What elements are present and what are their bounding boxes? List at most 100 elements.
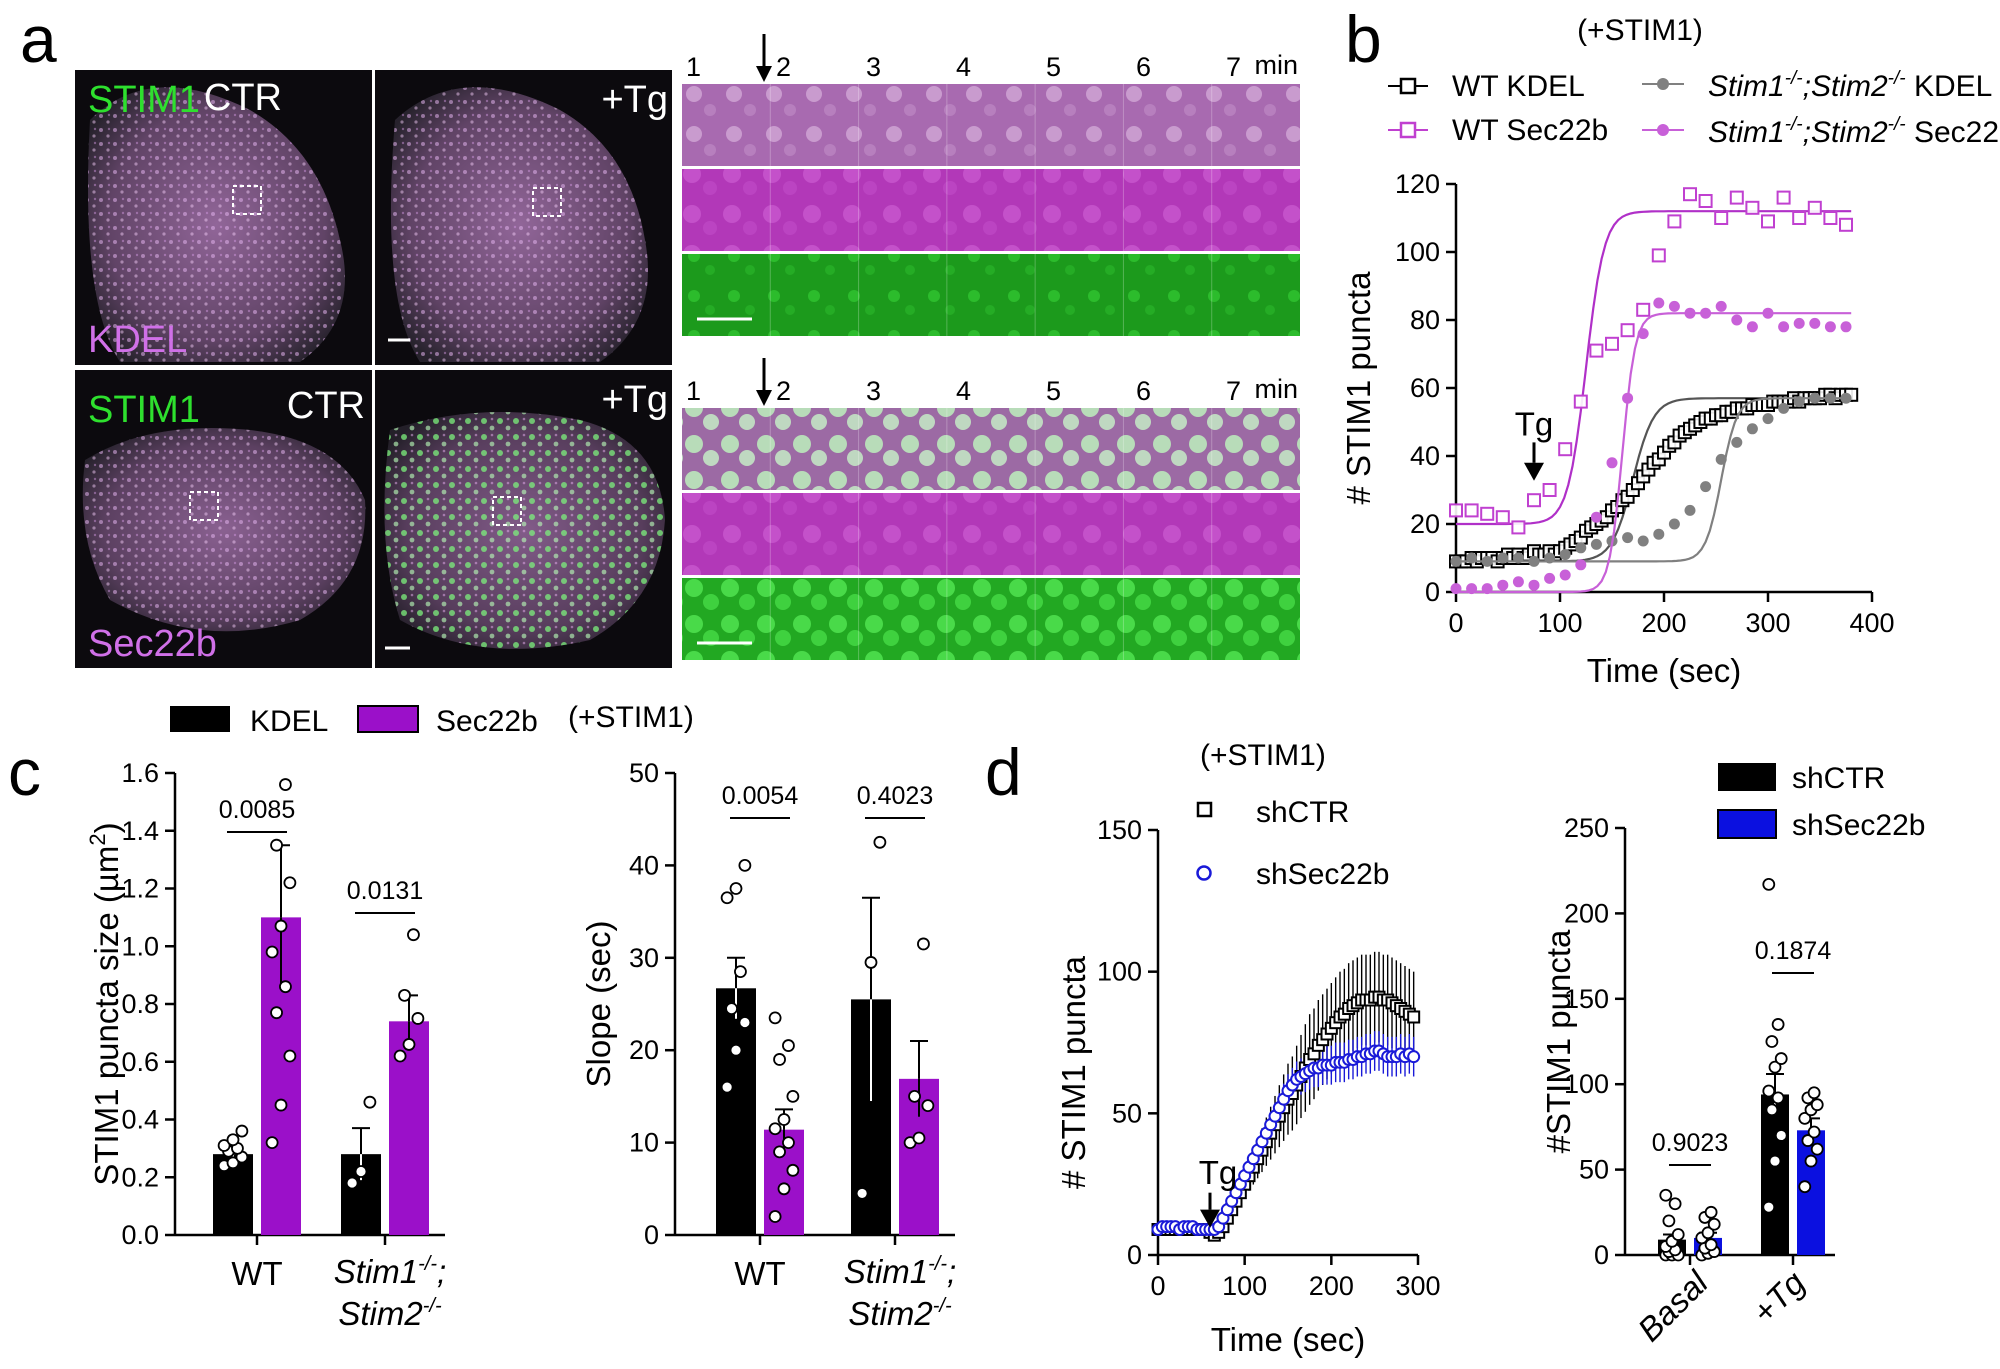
- data-point: [1824, 321, 1836, 333]
- legend-marker-wt-kdel: [1399, 77, 1417, 95]
- panel-c-legend: KDEL Sec22b (+STIM1): [170, 701, 694, 738]
- data-point: [1512, 552, 1524, 564]
- p-value: 0.9023: [1652, 1129, 1728, 1157]
- data-point: [1771, 1091, 1785, 1105]
- data-point: [265, 945, 279, 959]
- x-tick-label: 300: [1745, 608, 1790, 638]
- data-point: [1622, 392, 1634, 404]
- data-point: [912, 1131, 926, 1145]
- p-value: 0.4023: [857, 782, 933, 810]
- data-point: [1729, 190, 1744, 205]
- data-point: [1651, 248, 1666, 263]
- y-tick-label: 100: [1564, 1069, 1609, 1099]
- data-point: [1793, 396, 1805, 408]
- y-axis-label: Slope (sec): [580, 921, 617, 1088]
- legend-marker-shctr: [1196, 801, 1213, 818]
- legend-c-sec22b: Sec22b: [436, 705, 538, 738]
- label-sec22b: Sec22b: [88, 623, 217, 665]
- data-point: [1481, 583, 1493, 595]
- data-point: [1714, 211, 1729, 225]
- chart-c-left: 0.0 0.2 0.4 0.6 0.8 1.0 1.2 1.4 1.6 0.0085 0.0131 W…: [85, 758, 446, 1332]
- data-point: [1746, 423, 1758, 435]
- tg-annotation: Tg: [1515, 406, 1554, 443]
- y-tick-label: 120: [1395, 169, 1440, 199]
- x-tick-label: 0: [1448, 608, 1463, 638]
- y-tick-label: 1.0: [121, 931, 159, 961]
- data-point: [768, 1210, 782, 1223]
- x-axis-label: Time (sec): [1211, 1321, 1366, 1358]
- data-point: [1481, 555, 1493, 567]
- data-point: [738, 1016, 752, 1029]
- roi-box: [232, 185, 262, 215]
- legend-d-title: (+STIM1): [1200, 739, 1326, 772]
- time-unit-label: min: [1254, 50, 1298, 80]
- data-point: [1762, 877, 1776, 891]
- legend-c-kdel: KDEL: [250, 705, 328, 738]
- y-tick-label: 60: [1410, 373, 1440, 403]
- y-axis-label: #STIM1 puncta: [1540, 929, 1577, 1153]
- data-point: [1653, 297, 1665, 309]
- data-point: [1605, 336, 1619, 351]
- x-tick-label: 300: [1395, 1271, 1440, 1301]
- data-point: [411, 1012, 425, 1025]
- time-label: 1: [686, 52, 701, 82]
- y-tick-label: 1.4: [121, 816, 159, 846]
- label-stim1-top: STIM1: [88, 79, 200, 121]
- data-point: [279, 778, 292, 791]
- legend-title-b: (+STIM1): [1577, 14, 1703, 47]
- x-tick-label: 200: [1309, 1271, 1354, 1301]
- y-tick-label: 50: [1579, 1155, 1609, 1185]
- merge-strip: [682, 408, 1300, 490]
- data-point: [773, 1145, 786, 1159]
- data-point: [1700, 307, 1712, 319]
- data-point: [1662, 1214, 1676, 1228]
- y-tick-label: 150: [1564, 984, 1609, 1014]
- data-point: [1495, 510, 1510, 525]
- label-kdel: KDEL: [88, 319, 187, 361]
- data-point: [407, 928, 420, 942]
- time-label: 4: [956, 376, 971, 406]
- data-point: [265, 1136, 279, 1149]
- data-point: [1768, 1060, 1782, 1074]
- data-point: [1544, 572, 1556, 584]
- data-point: [1840, 392, 1852, 404]
- merge-strip: [682, 84, 1300, 166]
- data-point: [1575, 559, 1587, 571]
- data-point: [226, 1156, 240, 1170]
- legend-swatch-sec22b: [357, 705, 419, 733]
- data-point: [786, 1163, 800, 1177]
- tg-arrow-head: [756, 390, 772, 406]
- data-point: [1715, 453, 1727, 465]
- data-point: [1801, 1134, 1815, 1147]
- time-label: 3: [866, 376, 881, 406]
- data-point: [1774, 1129, 1788, 1142]
- data-point: [1528, 555, 1540, 567]
- data-point: [1659, 1188, 1673, 1202]
- data-point: [1807, 1125, 1821, 1139]
- data-point: [1668, 518, 1680, 530]
- data-point: [1606, 457, 1618, 469]
- group-label-ko-line1: Stim1-/-;: [334, 1253, 446, 1290]
- data-point: [217, 1139, 231, 1152]
- group-label-ko-line1: Stim1-/-;: [844, 1253, 956, 1290]
- panel-letter-b: b: [1345, 2, 1382, 76]
- legend-marker-wt-sec22b: [1399, 121, 1417, 139]
- panel-b-legend: (+STIM1) WT KDEL WT Sec22b Stim1-/-;Stim…: [1388, 14, 2000, 149]
- y-tick-label: 0.0: [121, 1220, 159, 1250]
- data-point: [1622, 532, 1634, 544]
- y-tick-label: 250: [1564, 813, 1609, 843]
- data-point: [1671, 1228, 1685, 1241]
- time-unit-label: min: [1254, 374, 1298, 404]
- y-tick-label: 50: [1112, 1098, 1142, 1128]
- data-point: [354, 1165, 368, 1178]
- stim1-strip: [682, 578, 1300, 660]
- data-point: [1450, 555, 1462, 567]
- data-point: [1497, 579, 1509, 591]
- data-point: [1542, 483, 1557, 497]
- data-point: [1590, 538, 1602, 550]
- x-axis-label: Time (sec): [1587, 652, 1742, 689]
- group-label-ko-line2: Stim2-/-: [848, 1295, 952, 1332]
- data-point: [725, 1002, 738, 1016]
- x-tick-label: 400: [1849, 608, 1894, 638]
- data-point: [855, 1187, 869, 1200]
